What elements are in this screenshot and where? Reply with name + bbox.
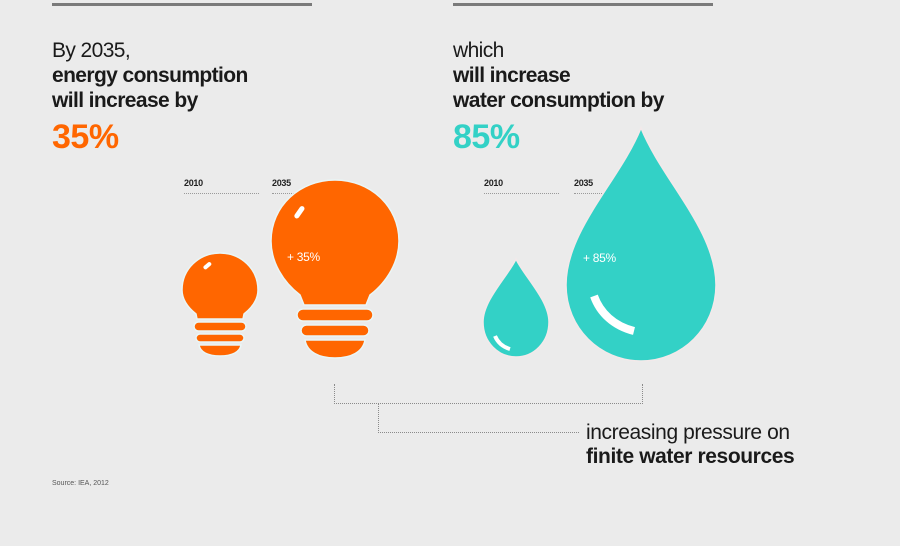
light-bulb-2035-icon xyxy=(270,179,400,359)
light-bulb-2010-icon xyxy=(181,252,259,357)
energy-headline-line1: By 2035, xyxy=(52,39,131,62)
water-year-2035: 2035 xyxy=(574,178,593,188)
water-drop-2010-icon xyxy=(482,257,550,358)
water-headline-line3: water consumption by xyxy=(453,89,664,112)
energy-year-2035: 2035 xyxy=(272,178,291,188)
energy-percentage: 35% xyxy=(52,118,119,156)
pressure-caption-line1: increasing pressure on xyxy=(586,421,790,444)
water-drop-2035-icon xyxy=(565,125,717,362)
water-headline-line1: which xyxy=(453,39,504,62)
bracket-top xyxy=(334,384,643,404)
energy-year-2010-line xyxy=(184,193,259,194)
left-top-rule xyxy=(52,3,312,6)
bulb-2010-shine xyxy=(203,262,212,270)
pressure-caption-line2: finite water resources xyxy=(586,445,795,468)
water-headline-line2: will increase xyxy=(453,64,571,87)
energy-increase-label: + 35% xyxy=(287,250,320,264)
water-year-2010: 2010 xyxy=(484,178,503,188)
water-headline: which will increase water consumption by xyxy=(453,38,664,113)
bracket-stem xyxy=(378,403,579,433)
energy-headline: By 2035, energy consumption will increas… xyxy=(52,38,248,113)
energy-headline-line2: energy consumption xyxy=(52,64,248,87)
water-increase-label: + 85% xyxy=(583,251,616,265)
energy-year-2010: 2010 xyxy=(184,178,203,188)
source-note: Source: IEA, 2012 xyxy=(52,480,109,487)
right-top-rule xyxy=(453,3,713,6)
energy-headline-line3: will increase by xyxy=(52,89,198,112)
bulb-2035-shine xyxy=(294,206,305,219)
water-year-2010-line xyxy=(484,193,559,194)
pressure-caption: increasing pressure on finite water reso… xyxy=(586,421,795,469)
water-percentage: 85% xyxy=(453,118,520,156)
